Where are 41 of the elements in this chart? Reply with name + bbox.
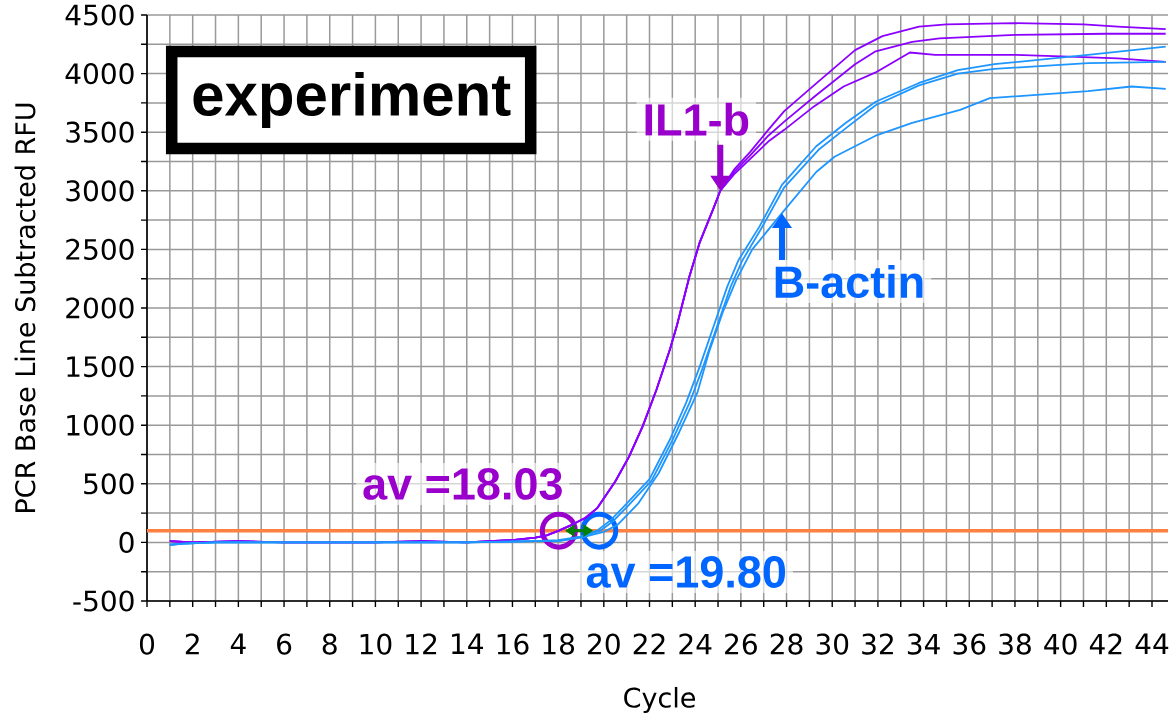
y-tick-label: 2500 — [66, 238, 134, 260]
x-tick-label: 36 — [953, 633, 986, 655]
y-tick-label: 3000 — [66, 180, 134, 202]
y-tick-label: 3500 — [66, 121, 134, 143]
x-tick-label: 22 — [633, 633, 665, 655]
x-tick-label: 0 — [139, 633, 155, 655]
x-tick-label: 38 — [999, 633, 1031, 655]
annotation: av =18.03 — [363, 468, 562, 500]
x-tick-label: 14 — [452, 633, 483, 654]
x-tick-label: 8 — [322, 633, 337, 655]
y-tick-label: 4000 — [65, 63, 134, 85]
y-tick-label: -500 — [73, 590, 134, 612]
x-tick-label: 34 — [907, 633, 940, 655]
annotation: experiment — [193, 72, 511, 128]
annotation: B-actin — [775, 265, 923, 299]
y-tick-label: 1000 — [67, 414, 134, 436]
y-tick-label: 0 — [119, 531, 134, 553]
x-tick-label: 16 — [497, 633, 529, 655]
annotation: IL1-b — [645, 102, 749, 136]
x-tick-label: 24 — [679, 633, 712, 655]
y-axis-title: PCR Base Line Subtracted RFU — [14, 103, 36, 512]
x-tick-label: 10 — [360, 633, 392, 655]
x-axis-title: Cycle — [624, 686, 696, 714]
x-tick-label: 18 — [543, 633, 575, 655]
x-tick-label: 44 — [1135, 633, 1169, 654]
x-tick-label: 32 — [862, 633, 893, 655]
x-tick-label: 42 — [1089, 633, 1122, 655]
x-tick-label: 6 — [277, 633, 292, 655]
y-tick-label: 4500 — [65, 4, 134, 26]
y-tick-label: 500 — [84, 473, 134, 495]
x-tick-label: 28 — [770, 633, 803, 655]
x-tick-label: 2 — [185, 633, 199, 655]
x-tick-label: 20 — [588, 633, 620, 655]
x-tick-label: 40 — [1044, 633, 1077, 655]
x-tick-label: 30 — [816, 633, 849, 655]
y-tick-label: 1500 — [67, 356, 134, 378]
y-tick-label: 2000 — [66, 297, 134, 319]
x-tick-label: 26 — [725, 633, 757, 655]
x-tick-label: 12 — [406, 633, 437, 655]
x-tick-label: 4 — [230, 633, 246, 654]
annotation: av =19.80 — [586, 556, 786, 588]
